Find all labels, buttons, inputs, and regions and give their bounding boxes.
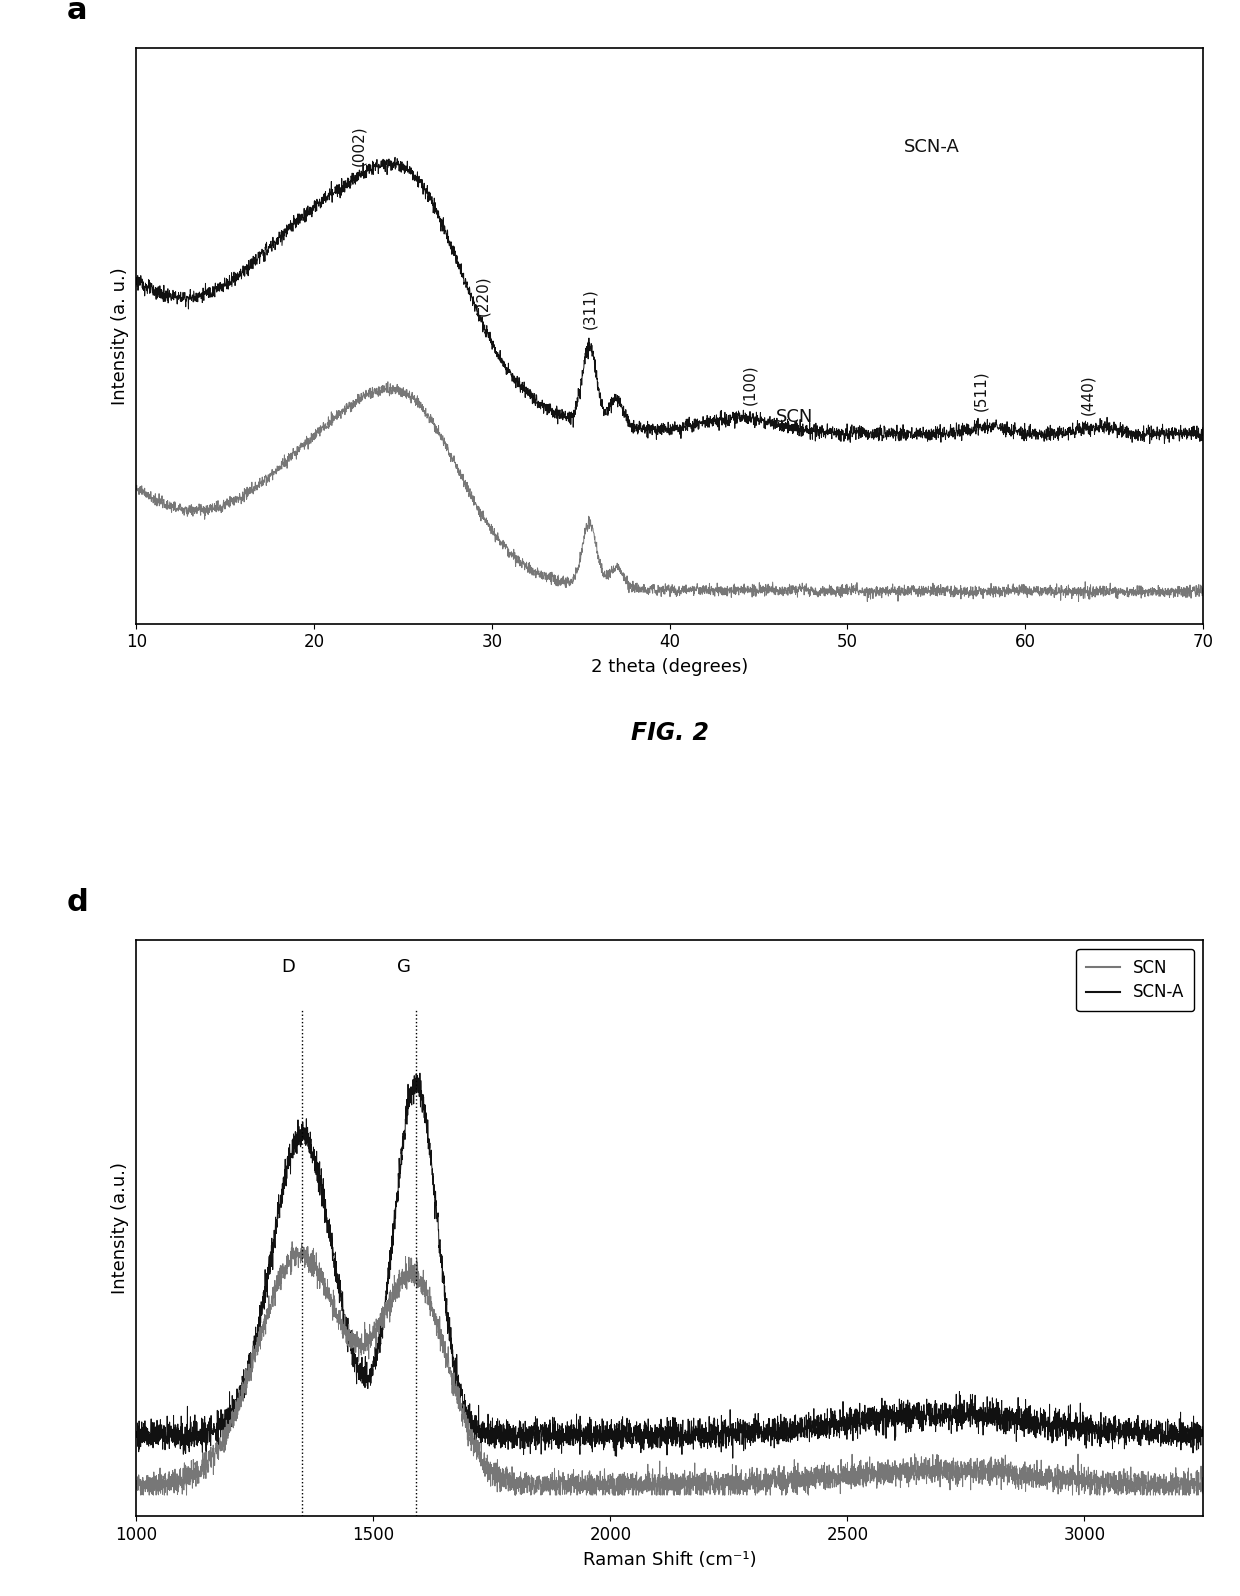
Text: a: a: [67, 0, 88, 26]
Text: (220): (220): [475, 275, 491, 316]
Text: SCN: SCN: [776, 409, 813, 426]
Text: (511): (511): [973, 370, 988, 410]
X-axis label: Raman Shift (cm⁻¹): Raman Shift (cm⁻¹): [583, 1551, 756, 1569]
Text: d: d: [67, 889, 89, 918]
Text: (440): (440): [1080, 375, 1095, 415]
Text: (311): (311): [582, 289, 598, 329]
Text: FIG. 2: FIG. 2: [631, 721, 708, 745]
Y-axis label: Intensity (a. u.): Intensity (a. u.): [112, 267, 129, 405]
Text: (100): (100): [742, 364, 758, 404]
Text: SCN-A: SCN-A: [904, 137, 960, 155]
Text: (002): (002): [351, 124, 366, 166]
Y-axis label: Intensity (a.u.): Intensity (a.u.): [112, 1162, 129, 1294]
Text: D: D: [281, 958, 295, 975]
Text: G: G: [397, 958, 412, 975]
X-axis label: 2 theta (degrees): 2 theta (degrees): [591, 659, 748, 677]
Legend: SCN, SCN-A: SCN, SCN-A: [1076, 948, 1194, 1012]
